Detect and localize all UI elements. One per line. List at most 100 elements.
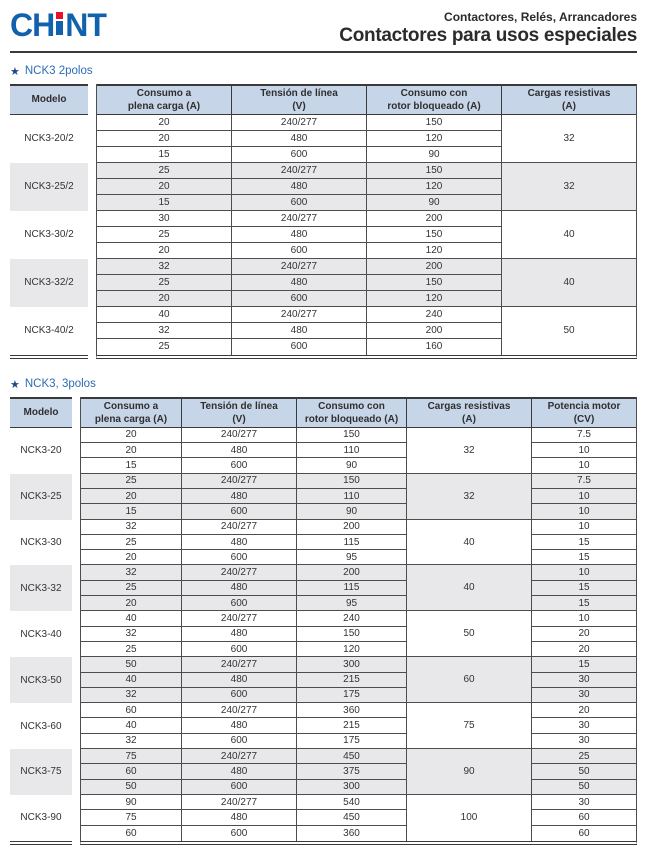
table-cell: 32 [97,323,231,339]
table-cell-potencia: 15 [531,550,636,566]
table-cell: 90 [81,795,181,811]
table-cell: 115 [296,580,406,597]
table-cell: 600 [231,242,366,259]
table-cell: 600 [231,194,366,211]
table-cell: 480 [181,488,296,505]
header-line: Modelo [23,407,59,419]
model-cell: NCK3-25 [10,473,72,520]
table-cell-potencia: 7.5 [531,427,636,444]
table-cell: 75 [81,810,181,826]
logo-i-mark [56,12,64,35]
header-line: Cargas resistivas [527,87,611,99]
column-header: Consumo a plena carga (A) [97,83,231,115]
table-cell-potencia: 20 [531,641,636,658]
table-cell: 600 [181,779,296,795]
logo-text-nt: NT [65,7,107,43]
table-cell: 480 [231,130,366,147]
table-cell-potencia: 15 [531,534,636,551]
table-cell: 20 [97,290,231,307]
table-cell: 20 [81,443,181,459]
table-cell: 600 [181,596,296,612]
column-header: Modelo [10,396,72,428]
table-cell-cargas: 32 [501,162,636,211]
model-cell: NCK3-32 [10,565,72,612]
model-cell: NCK3-20 [20,445,62,457]
table-cell: 25 [158,341,170,353]
model-cell: NCK3-50 [10,657,72,704]
table-cell: 25 [81,642,181,658]
column-header: Consumo con rotor bloqueado (A) [366,83,501,115]
table-cell: 120 [296,641,406,658]
table-cell-potencia: 20 [531,626,636,642]
table-cell-cargas: 40 [501,258,636,307]
header-line: (V) [292,100,306,112]
model-cell: NCK3-60 [20,720,62,732]
header-line: (CV) [573,413,595,425]
table-cell: 30 [97,211,231,227]
table-cell: 480 [181,810,296,826]
column-gap [88,84,96,359]
header-line: Cargas resistivas [427,400,511,412]
table-cell: 25 [81,580,181,597]
table-cell: 200 [296,565,406,581]
header-titles: Contactores, Relés, Arrancadores Contact… [339,8,637,48]
table-cell-potencia: 30 [531,733,636,750]
table-cell: 110 [296,443,406,459]
table-section: ★ NCK3 2polos Modelo NCK3-20/2 NCK3-25/2 NCK3… [10,65,637,359]
table-cell: 480 [231,322,366,339]
logo-i-stem [56,21,64,35]
header-line: rotor bloqueado (A) [387,100,481,112]
sections-container: ★ NCK3 2polos Modelo NCK3-20/2 NCK3-25/2 NCK3… [10,65,637,845]
table-cell-cargas: 40 [406,565,531,612]
table-cell: 32 [81,734,181,750]
table-cell: 480 [181,764,296,780]
table-cell: 25 [97,162,231,179]
table-cell-potencia: 15 [531,657,636,673]
header-line: plena carga (A) [127,100,201,112]
table-cell: 20 [81,550,181,566]
table-cell: 375 [296,764,406,780]
data-table: Modelo NCK3-20 NCK3-25 NCK3-30 NCK3-32 NCK3-4… [10,396,637,845]
header-line: Potencia motor [547,400,621,412]
table-cell: 90 [296,458,406,474]
table-cell-potencia: 10 [531,488,636,505]
table-cell: 215 [296,672,406,688]
table-cell: 20 [81,596,181,612]
table-cell: 25 [97,227,231,243]
table-cell: 600 [181,458,296,474]
table-cell: 90 [366,146,501,163]
header-line: Modelo [31,94,67,106]
table-cell-potencia: 50 [531,764,636,780]
header-line: rotor bloqueado (A) [304,413,399,425]
table-cell: 600 [181,687,296,704]
data-grid: Consumo a plena carga (A) Tensión de línea… [80,396,637,845]
table-cell-potencia: 10 [531,611,636,627]
table-cell-cargas: 60 [406,657,531,704]
column-header: Modelo [10,83,88,115]
table-cell: 240/277 [231,210,366,227]
header-line: Consumo a [103,400,159,412]
table-cell-potencia: 10 [531,504,636,520]
table-cell: 160 [366,338,501,355]
table-cell: 240/277 [231,162,366,179]
header-line: plena carga (A) [94,413,168,425]
model-cell: NCK3-40 [20,628,62,640]
table-cell: 20 [97,178,231,195]
model-cell: NCK3-90 [20,812,62,824]
table-cell: 20 [97,243,231,259]
table-cell: 90 [366,194,501,211]
table-cell-potencia: 10 [531,443,636,459]
table-cell: 32 [81,687,181,704]
table-cell: 480 [231,226,366,243]
table-cell: 20 [97,131,231,147]
table-cell: 40 [81,718,181,734]
table-cell: 150 [366,226,501,243]
table-cell: 32 [97,258,231,275]
table-cell: 120 [366,130,501,147]
table-cell-potencia: 20 [531,703,636,719]
table-cell: 360 [296,825,406,841]
section-title-label: NCK3 2polos [24,65,93,78]
table-cell-potencia: 30 [531,718,636,734]
header-line: (A) [462,413,476,425]
